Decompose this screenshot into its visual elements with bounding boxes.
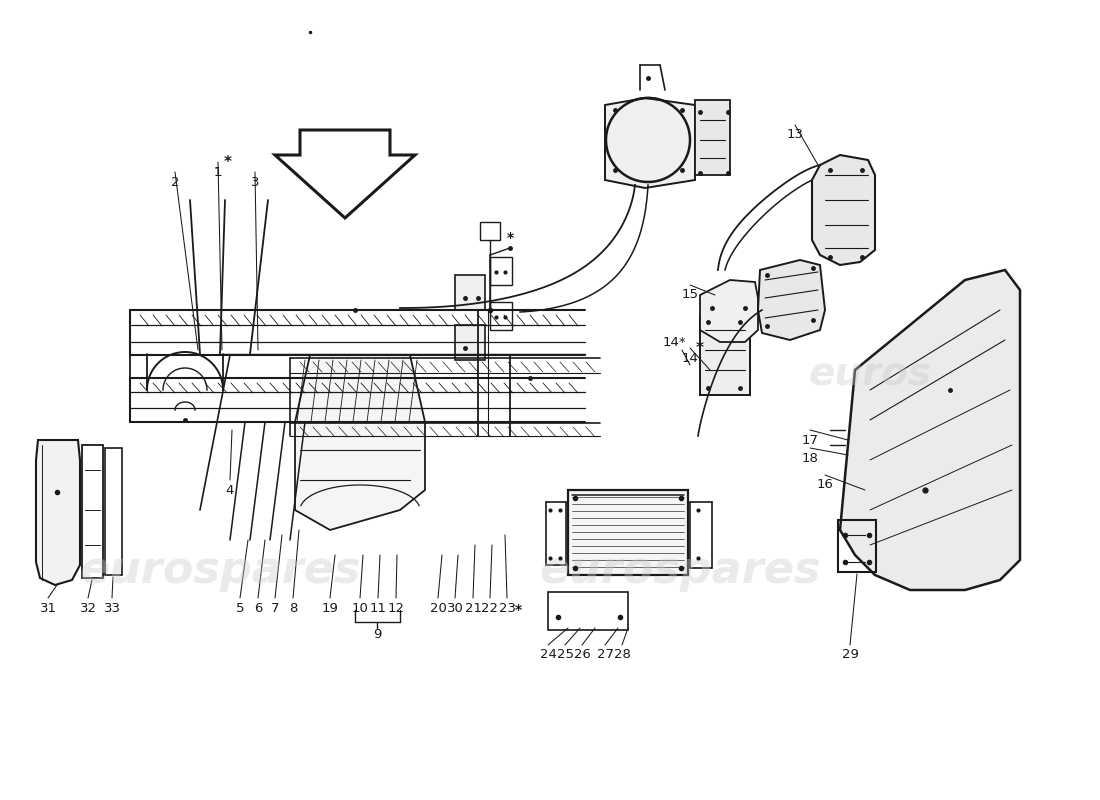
Bar	[490, 257, 512, 285]
Text: 13: 13	[786, 129, 803, 142]
Text: 5: 5	[235, 602, 244, 614]
Text: 3: 3	[251, 175, 260, 189]
Polygon shape	[36, 440, 80, 585]
Text: 31: 31	[40, 602, 56, 614]
Text: 30: 30	[447, 602, 463, 614]
Text: *: *	[506, 231, 514, 245]
Text: eurospares: eurospares	[539, 549, 821, 591]
Text: 21: 21	[464, 602, 482, 614]
Polygon shape	[840, 270, 1020, 590]
Text: 16: 16	[816, 478, 834, 491]
Text: 24: 24	[540, 649, 557, 662]
Bar	[695, 100, 730, 175]
Text: 17: 17	[802, 434, 818, 446]
Bar	[490, 302, 512, 330]
Text: 6: 6	[254, 602, 262, 614]
Bar	[548, 592, 628, 630]
Polygon shape	[812, 155, 874, 265]
Polygon shape	[275, 130, 415, 218]
Text: eurospares: eurospares	[79, 549, 361, 591]
Bar	[700, 315, 750, 395]
Text: 18: 18	[802, 451, 818, 465]
Bar	[838, 520, 876, 572]
Text: 14*: 14*	[662, 335, 685, 349]
Text: 2: 2	[170, 175, 179, 189]
Text: 32: 32	[79, 602, 97, 614]
Text: 10: 10	[352, 602, 368, 614]
Text: 19: 19	[321, 602, 339, 614]
Text: 9: 9	[373, 627, 382, 641]
Text: 29: 29	[842, 649, 858, 662]
Text: 1: 1	[213, 166, 222, 178]
Text: 8: 8	[289, 602, 297, 614]
Text: *: *	[224, 154, 232, 170]
Text: 7: 7	[271, 602, 279, 614]
Bar	[568, 490, 688, 575]
Text: 27: 27	[596, 649, 614, 662]
Text: 22: 22	[482, 602, 498, 614]
Text: 14: 14	[682, 351, 698, 365]
Polygon shape	[605, 98, 695, 188]
Text: 1: 1	[213, 166, 222, 178]
Text: 26: 26	[573, 649, 591, 662]
Text: 28: 28	[614, 649, 630, 662]
Text: 4: 4	[226, 483, 234, 497]
Circle shape	[634, 126, 662, 154]
Bar	[480, 222, 501, 240]
Text: *: *	[515, 603, 521, 617]
Text: 12: 12	[387, 602, 405, 614]
Bar	[455, 275, 485, 310]
Text: *: *	[696, 341, 704, 355]
Text: 33: 33	[103, 602, 121, 614]
Bar	[455, 325, 485, 360]
Polygon shape	[295, 355, 425, 530]
Text: 25: 25	[557, 649, 573, 662]
Text: 11: 11	[370, 602, 386, 614]
Text: euros: euros	[808, 356, 932, 394]
Polygon shape	[758, 260, 825, 340]
Text: 23: 23	[498, 602, 516, 614]
Text: 20: 20	[430, 602, 447, 614]
Polygon shape	[700, 280, 758, 342]
Circle shape	[606, 98, 690, 182]
Text: 15: 15	[682, 289, 698, 302]
